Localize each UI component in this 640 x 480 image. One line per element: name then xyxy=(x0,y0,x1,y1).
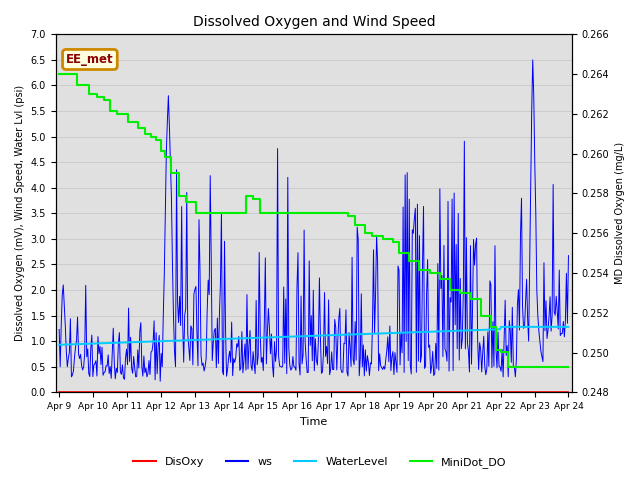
Y-axis label: MD Dissolved Oxygen (mg/L): MD Dissolved Oxygen (mg/L) xyxy=(615,142,625,284)
Text: EE_met: EE_met xyxy=(66,53,114,66)
X-axis label: Time: Time xyxy=(300,417,328,427)
Legend: DisOxy, ws, WaterLevel, MiniDot_DO: DisOxy, ws, WaterLevel, MiniDot_DO xyxy=(129,452,511,472)
Title: Dissolved Oxygen and Wind Speed: Dissolved Oxygen and Wind Speed xyxy=(193,15,435,29)
Y-axis label: Dissolved Oxygen (mV), Wind Speed, Water Lvl (psi): Dissolved Oxygen (mV), Wind Speed, Water… xyxy=(15,85,25,341)
